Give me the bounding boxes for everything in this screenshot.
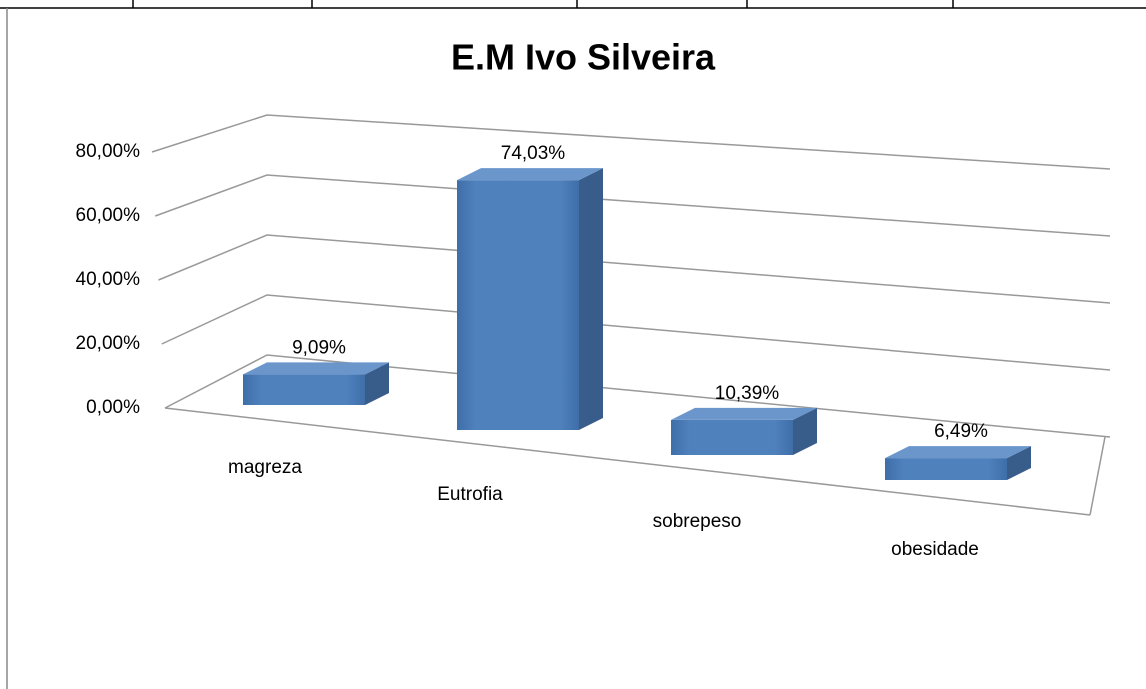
bar-side [579,168,603,430]
bar [243,374,365,405]
grid-line [151,114,1111,170]
bar-side [365,362,389,405]
grid-line [164,354,1111,438]
value-label: 6,49% [934,421,988,442]
y-tick-label: 60,00% [76,205,141,226]
bar-top [671,407,817,420]
bar-side [793,407,817,455]
y-tick-label: 80,00% [76,141,141,162]
bar [671,419,793,455]
x-tick-label: Eutrofia [437,484,503,505]
y-tick-label: 40,00% [76,269,141,290]
bar-side [1007,446,1031,480]
grid-line [154,174,1111,237]
chart-title: E.M Ivo Silveira [451,37,716,78]
bar [457,180,579,430]
y-tick-label: 0,00% [86,397,140,418]
bar-top [457,168,603,181]
value-label: 74,03% [501,143,566,164]
floor [164,407,1106,516]
x-tick-label: obesidade [891,539,979,560]
x-tick-label: sobrepeso [653,511,742,532]
value-label: 9,09% [292,337,346,358]
bar-top [243,362,389,375]
grid-line [158,234,1111,304]
bar-top [885,446,1031,459]
x-tick-label: magreza [228,457,302,478]
y-tick-label: 20,00% [76,333,141,354]
value-label: 10,39% [715,383,780,404]
grid-line [161,294,1111,371]
bar [885,458,1007,480]
